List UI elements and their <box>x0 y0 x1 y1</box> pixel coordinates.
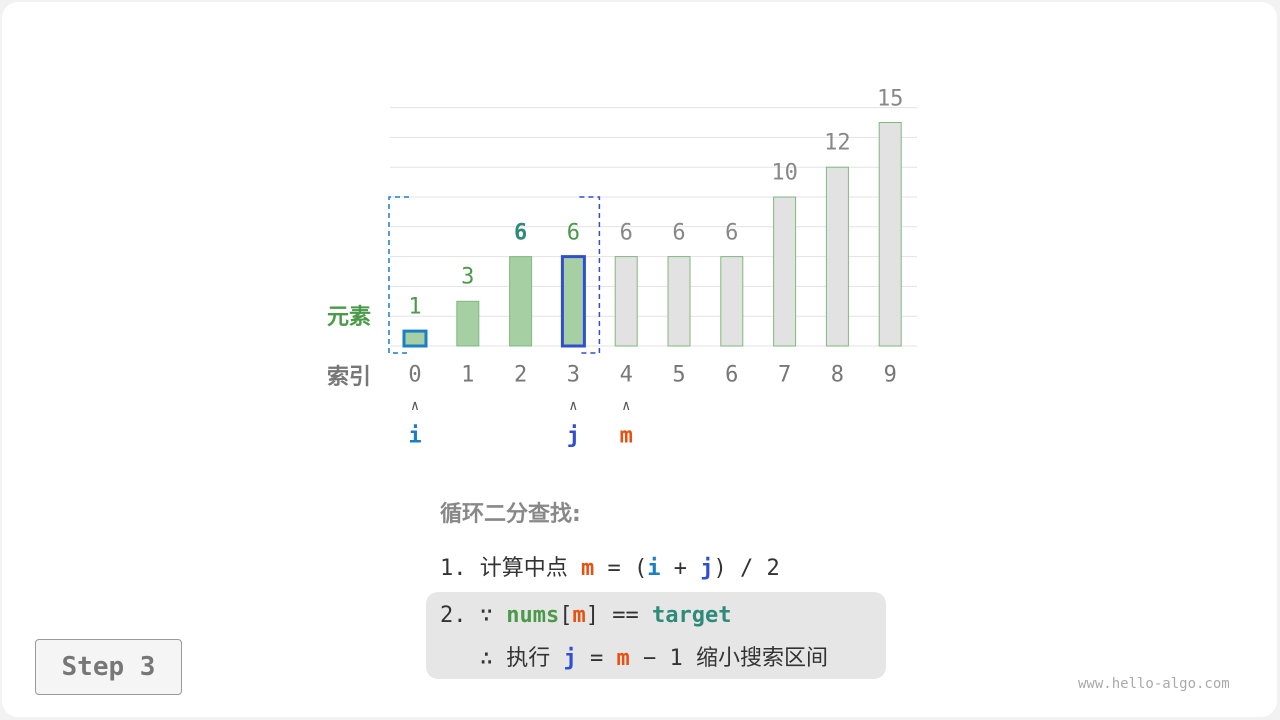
op: == <box>612 603 639 628</box>
index-label: 5 <box>672 362 686 388</box>
index-label: 7 <box>777 362 792 388</box>
pointer-i: i <box>408 423 422 449</box>
index-label: 9 <box>883 362 897 388</box>
pointer-arrow-icon: ∧ <box>569 398 578 414</box>
index-label: 4 <box>619 362 633 388</box>
value-label: 6 <box>513 220 528 246</box>
paren: ) <box>713 556 727 581</box>
value-label: 3 <box>461 264 475 290</box>
op: + <box>673 556 688 581</box>
pointer-j: j <box>566 423 581 449</box>
bar <box>614 256 638 347</box>
value-label: 10 <box>771 160 798 186</box>
index-label: 6 <box>725 362 739 388</box>
index-label: 2 <box>513 362 528 388</box>
nums: nums <box>506 603 560 628</box>
value-label: 12 <box>824 130 851 156</box>
var-m: m <box>581 556 595 581</box>
indices-label: 索引 <box>326 365 372 390</box>
value-label: 1 <box>408 294 422 320</box>
because-symbol: ∵ <box>479 603 493 628</box>
var-j: j <box>700 556 714 581</box>
highlight-box <box>426 592 886 679</box>
bar <box>825 166 849 347</box>
text: 执行 <box>506 646 551 671</box>
range-bracket-left <box>388 196 409 354</box>
index-label: 3 <box>566 362 581 388</box>
step1-line: 1. 计算中点 m = (i + j) / 2 <box>440 550 780 582</box>
index-label: 0 <box>408 362 422 388</box>
op: / 2 <box>740 556 780 581</box>
value-label: 6 <box>619 220 633 246</box>
explanation-title: 循环二分查找: <box>440 502 581 527</box>
paren: ( <box>634 556 648 581</box>
op: = <box>607 556 621 581</box>
therefore-symbol: ∴ <box>479 646 493 671</box>
step2-line2: ∴ 执行 j = m − 1 缩小搜索区间 <box>440 640 828 672</box>
bar <box>560 255 586 348</box>
bar <box>509 256 533 347</box>
op: = <box>590 646 604 671</box>
step-number: 2. <box>440 603 467 628</box>
step2-line: 2. ∵ nums[m] == target <box>440 603 731 628</box>
var-m: m <box>616 646 630 671</box>
value-label: 6 <box>672 220 686 246</box>
value-label: 15 <box>876 86 904 111</box>
step-text: 计算中点 <box>479 556 568 581</box>
bracket: ] <box>585 603 599 628</box>
value-label: 6 <box>566 220 581 246</box>
bar <box>402 329 428 348</box>
bar <box>667 256 691 347</box>
index-label: 1 <box>461 362 475 388</box>
var-m: m <box>572 603 586 628</box>
bar <box>720 256 744 347</box>
target: target <box>651 603 732 628</box>
pointer-m: m <box>619 423 633 449</box>
var-i: i <box>647 556 661 581</box>
pointer-arrow-icon: ∧ <box>621 398 631 414</box>
var-j: j <box>563 646 577 671</box>
bracket: [ <box>559 603 573 628</box>
value-label: 6 <box>725 220 739 246</box>
text: 缩小搜索区间 <box>696 646 829 671</box>
bar <box>773 196 797 347</box>
bar <box>456 300 480 347</box>
elements-label: 元素 <box>326 305 372 330</box>
range-bracket-right <box>579 196 601 354</box>
pointer-arrow-icon: ∧ <box>410 398 420 414</box>
index-label: 8 <box>830 362 845 388</box>
step-button[interactable]: Step 3 <box>35 639 182 695</box>
op: − 1 <box>643 646 683 671</box>
bar <box>878 122 902 347</box>
watermark: www.hello-algo.com <box>1078 676 1230 692</box>
step-number: 1. <box>440 556 467 581</box>
